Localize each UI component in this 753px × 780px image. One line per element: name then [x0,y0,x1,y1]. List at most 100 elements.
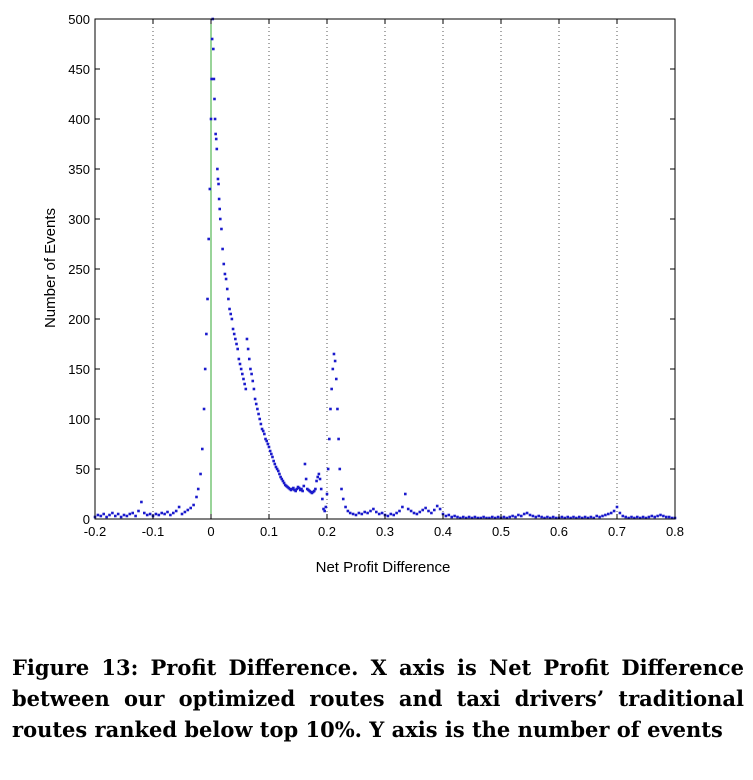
data-point [215,147,219,151]
data-point [517,513,520,517]
data-point [227,297,230,301]
data-point [131,511,134,515]
grid-lines [152,19,618,519]
data-point [224,277,228,281]
data-point [569,516,572,520]
data-point [537,514,540,518]
data-point [210,77,213,81]
x-tick-label: 0.5 [492,524,510,539]
data-point [360,512,364,516]
y-tick-label: 200 [68,312,90,327]
data-point [221,247,224,251]
y-tick-label: 400 [68,112,90,127]
data-point [566,515,569,519]
data-point [618,511,622,515]
data-point [522,512,526,516]
data-point [203,367,207,371]
x-tick-label: 0 [207,524,214,539]
data-point [201,447,204,451]
data-point [485,516,488,520]
data-point [252,387,256,391]
data-point [372,507,375,511]
data-points [93,17,677,520]
scatter-chart: -0.2 -0.1 0 0.1 0.2 0.3 0.4 0.5 0.6 0.7 0.8 0 50 100… [42,12,684,576]
data-point [172,511,175,515]
data-point [496,515,500,519]
data-point [271,455,274,459]
data-point [195,495,198,499]
data-point [589,515,593,519]
data-point [653,515,656,519]
data-point [278,472,281,476]
data-point [236,347,239,351]
data-point [479,516,482,520]
data-point [662,514,665,518]
data-point [229,312,233,316]
data-point [344,505,347,509]
x-tick-label: -0.1 [142,524,164,539]
data-point [647,515,651,519]
data-point [304,477,308,481]
data-point [401,505,404,509]
data-point [274,465,278,469]
data-point [435,504,439,508]
data-point [259,422,263,426]
data-point [415,512,419,516]
data-point [108,513,111,517]
data-point [225,287,229,291]
data-point [633,516,636,520]
data-point [659,513,662,517]
data-point [549,516,552,520]
y-axis-ticks: 0 50 100 150 200 250 300 350 400 450 500 [68,12,675,527]
data-point [154,512,158,516]
data-point [369,509,372,513]
data-point [214,132,217,136]
data-point [312,489,316,493]
data-point [218,217,222,221]
data-point [268,449,272,453]
data-point [314,487,317,491]
data-point [186,508,190,512]
data-point [242,377,245,381]
y-tick-label: 250 [68,262,90,277]
data-point [514,515,517,519]
y-tick-label: 150 [68,362,90,377]
data-point [670,516,674,520]
data-point [331,367,335,371]
y-tick-label: 50 [76,462,90,477]
data-point [216,167,219,171]
data-point [239,367,243,371]
data-point [96,513,100,517]
data-point [398,509,401,513]
data-point [217,182,220,186]
data-point [351,512,355,516]
data-point [202,407,206,411]
data-point [324,505,328,509]
data-point [217,197,221,201]
data-point [319,487,323,491]
y-tick-label: 100 [68,412,90,427]
data-point [212,77,216,81]
data-point [263,432,266,436]
data-point [592,516,596,520]
data-point [213,97,216,101]
data-point [491,515,494,519]
x-tick-label: 0.2 [318,524,336,539]
data-point [525,511,529,515]
data-point [424,506,427,510]
data-point [122,513,126,517]
x-axis-ticks: -0.2 -0.1 0 0.1 0.2 0.3 0.4 0.5 0.6 0.7 0.8 [84,19,684,539]
data-point [467,515,471,519]
data-point [297,486,301,490]
data-point [243,382,246,386]
data-point [444,514,448,518]
data-point [148,512,152,516]
data-point [137,509,140,513]
data-point [232,332,236,336]
data-point [366,511,369,515]
data-point [250,372,253,376]
y-axis-label: Number of Events [42,208,59,328]
data-point [300,487,303,491]
data-point [473,515,477,519]
data-point [447,513,451,517]
